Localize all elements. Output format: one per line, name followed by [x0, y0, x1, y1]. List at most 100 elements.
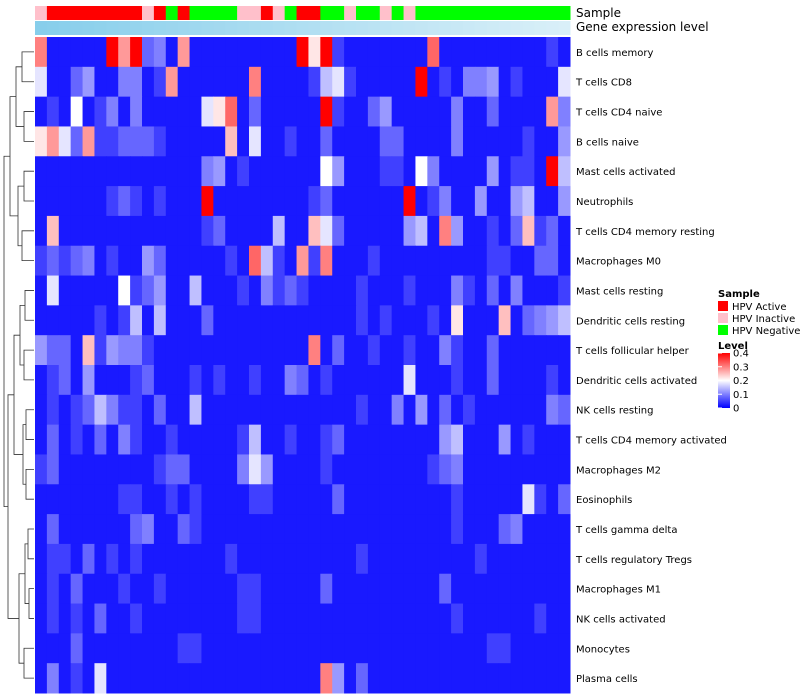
heatmap-cell: [177, 365, 191, 396]
heatmap-cell: [142, 305, 155, 336]
heatmap-cell: [332, 126, 345, 157]
heatmap-cell: [308, 305, 321, 336]
heatmap-cell: [308, 365, 321, 396]
heatmap-cell: [296, 484, 309, 515]
expression-annotation-cell: [284, 21, 298, 35]
heatmap-cell: [189, 633, 202, 664]
heatmap-cell: [58, 543, 72, 575]
row-label: T cells CD4 memory resting: [575, 227, 715, 238]
heatmap-cell: [546, 424, 559, 455]
heatmap-cell: [153, 186, 167, 217]
legend-swatch-active: [718, 301, 728, 311]
heatmap-cell: [272, 37, 286, 68]
heatmap-cell: [546, 305, 559, 336]
heatmap-cell: [153, 454, 167, 485]
row-label: Plasma cells: [576, 674, 638, 685]
heatmap-cell: [546, 633, 559, 664]
heatmap-cell: [332, 603, 345, 634]
heatmap-cell: [320, 66, 333, 98]
heatmap-cell: [272, 186, 286, 217]
heatmap-cell: [213, 156, 226, 187]
heatmap-cell: [534, 365, 547, 396]
heatmap-cell: [474, 573, 488, 605]
legend-label-active: HPV Active: [732, 302, 787, 313]
heatmap-cell: [272, 365, 286, 396]
heatmap-cell: [451, 66, 464, 98]
heatmap-cell: [356, 603, 369, 634]
heatmap-cell: [320, 633, 333, 664]
heatmap-cell: [415, 215, 428, 247]
heatmap-cell: [534, 394, 547, 426]
heatmap-cell: [439, 663, 452, 694]
heatmap-cell: [260, 245, 274, 277]
sample-annotation-cell: [558, 6, 571, 20]
heatmap-cell: [106, 305, 119, 336]
heatmap-cell: [177, 156, 191, 187]
heatmap-cell: [46, 305, 60, 336]
heatmap-cell: [58, 573, 72, 605]
heatmap-cell: [439, 394, 452, 426]
heatmap-cell: [403, 96, 416, 127]
heatmap-cell: [344, 454, 357, 485]
row-label: T cells CD4 memory activated: [575, 436, 727, 447]
heatmap-cell: [427, 543, 440, 575]
heatmap-cell: [260, 603, 274, 634]
heatmap-cell: [379, 215, 393, 247]
heatmap-cell: [260, 663, 274, 694]
heatmap-cell: [284, 573, 298, 605]
heatmap-cell: [415, 96, 428, 127]
heatmap-cell: [237, 454, 250, 485]
heatmap-cell: [344, 543, 357, 575]
heatmap-cell: [201, 156, 214, 187]
heatmap-cell: [284, 126, 298, 157]
heatmap-cell: [213, 245, 226, 277]
row-label: B cells naive: [576, 137, 639, 148]
heatmap-cell: [344, 245, 357, 277]
heatmap-cell: [70, 633, 84, 664]
heatmap-cell: [153, 633, 167, 664]
heatmap-cell: [439, 573, 452, 605]
heatmap-cell: [486, 663, 500, 694]
heatmap-cell: [308, 603, 321, 634]
expression-annotation-cell: [153, 21, 167, 35]
heatmap-cell: [296, 215, 309, 247]
heatmap-cell: [118, 484, 131, 515]
heatmap-cell: [46, 514, 60, 545]
heatmap-cell: [249, 454, 262, 485]
heatmap-cell: [106, 365, 119, 396]
heatmap-cell: [558, 186, 571, 217]
heatmap-cell: [118, 603, 131, 634]
heatmap-cell: [296, 37, 309, 68]
heatmap-cell: [534, 454, 547, 485]
heatmap-cell: [332, 215, 345, 247]
heatmap-cell: [130, 66, 143, 98]
heatmap-cell: [486, 305, 500, 336]
heatmap-cell: [94, 335, 107, 366]
heatmap-cell: [82, 305, 95, 336]
heatmap-cell: [379, 335, 393, 366]
heatmap-cell: [498, 484, 512, 515]
heatmap-cell: [249, 514, 262, 545]
heatmap-cell: [272, 96, 286, 127]
heatmap-cell: [82, 37, 95, 68]
heatmap-cell: [332, 663, 345, 694]
heatmap-cell: [213, 484, 226, 515]
heatmap-cell: [403, 335, 416, 366]
heatmap-cell: [70, 245, 84, 277]
expression-annotation-cell: [344, 21, 357, 35]
heatmap-cell: [106, 484, 119, 515]
heatmap-cell: [58, 37, 72, 68]
dendrogram-branch: [28, 588, 34, 619]
heatmap-cell: [237, 126, 250, 157]
heatmap-cell: [558, 633, 571, 664]
heatmap-cell: [177, 663, 191, 694]
heatmap-cell: [367, 96, 381, 127]
heatmap-cell: [474, 66, 488, 98]
heatmap-cell: [225, 156, 238, 187]
expression-annotation-cell: [403, 21, 416, 35]
heatmap-cell: [70, 454, 84, 485]
heatmap-cell: [106, 633, 119, 664]
heatmap-cell: [391, 365, 405, 396]
heatmap-cell: [522, 126, 535, 157]
heatmap-cell: [177, 454, 191, 485]
